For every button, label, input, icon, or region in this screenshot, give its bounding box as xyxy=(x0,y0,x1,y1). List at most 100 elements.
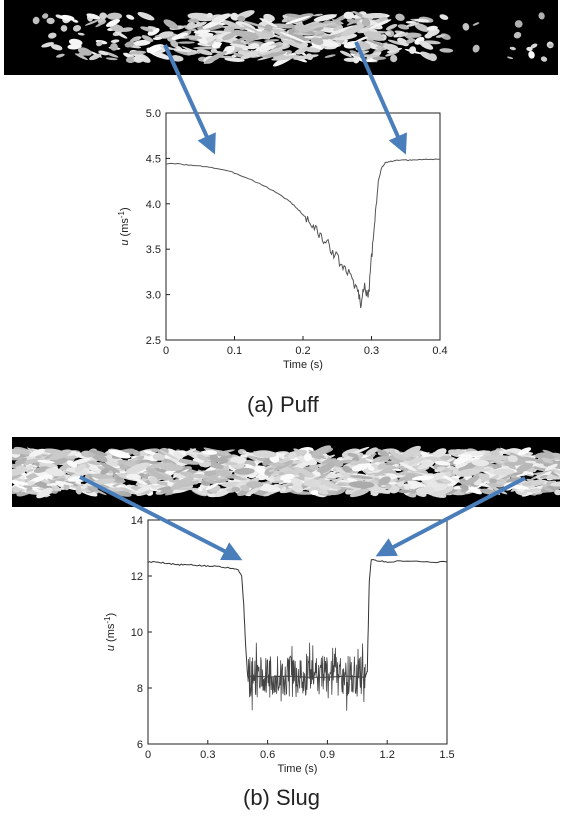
velocity-series-line xyxy=(147,558,448,680)
flow-streak xyxy=(317,478,341,490)
flow-streak xyxy=(41,42,55,48)
flow-streak xyxy=(498,450,507,455)
flow-streak xyxy=(467,457,481,461)
y-tick-label: 4.5 xyxy=(146,153,161,165)
flow-streak xyxy=(230,456,246,464)
flow-streak xyxy=(125,56,137,64)
flow-streak xyxy=(245,486,261,496)
flow-streak xyxy=(234,467,255,475)
flow-streak xyxy=(152,453,165,461)
flow-streak xyxy=(47,478,55,483)
flow-streak xyxy=(507,455,518,463)
flow-streak xyxy=(241,24,261,34)
flow-streak xyxy=(544,463,558,471)
flow-streak xyxy=(362,12,387,19)
flow-streak xyxy=(544,469,559,477)
flow-streak xyxy=(436,466,446,471)
flow-streak xyxy=(279,31,307,43)
flow-streak xyxy=(514,20,523,28)
flow-streak xyxy=(60,25,68,32)
y-tick-label: 4.0 xyxy=(146,199,161,211)
flow-streak xyxy=(45,468,65,477)
flow-streak xyxy=(100,467,110,475)
flow-streak xyxy=(56,53,65,58)
flow-streak xyxy=(313,471,321,477)
flow-streak xyxy=(95,20,107,28)
flow-streak xyxy=(472,44,480,53)
flow-streak xyxy=(222,32,236,41)
flow-streak xyxy=(183,35,203,40)
flow-streak xyxy=(332,25,343,32)
flow-streak xyxy=(315,461,336,475)
flow-streak xyxy=(408,46,417,54)
flow-streak xyxy=(439,48,454,53)
flow-streak xyxy=(491,459,510,467)
flow-streak xyxy=(259,18,278,28)
flow-streak xyxy=(540,56,548,62)
flow-streak xyxy=(448,452,462,455)
flow-streak xyxy=(29,448,46,457)
flow-streak xyxy=(542,486,553,492)
flow-streak xyxy=(472,22,480,26)
flow-streak xyxy=(225,462,238,466)
flow-streak xyxy=(14,457,28,465)
flow-streak xyxy=(393,31,405,38)
flow-streak xyxy=(126,14,135,20)
flow-streak xyxy=(342,465,351,472)
y-tick-label: 14 xyxy=(131,515,143,527)
flow-streak xyxy=(550,481,560,487)
slug-velocity-chart: 0 0.3 0.6 0.9 1.2 1.5 6 8 10 12 14 Time (s) u (ms-1) xyxy=(100,508,462,776)
flow-streak xyxy=(303,479,322,488)
flow-streak xyxy=(110,43,118,51)
flow-streak xyxy=(385,24,398,31)
flow-streak xyxy=(435,34,446,38)
flow-streak xyxy=(222,454,233,459)
flow-streak xyxy=(230,29,258,38)
flow-streak xyxy=(237,15,246,22)
y-tick-label: 3.5 xyxy=(146,244,161,256)
flow-streak xyxy=(397,24,410,30)
flow-streak xyxy=(371,472,387,476)
flow-streak xyxy=(246,481,264,488)
flow-streak xyxy=(525,460,537,464)
flow-streak xyxy=(152,36,163,41)
velocity-series-line xyxy=(165,158,440,309)
flow-streak xyxy=(128,50,147,55)
flow-streak xyxy=(288,452,297,460)
flow-streak xyxy=(211,13,231,23)
flow-streak xyxy=(89,53,102,61)
flow-streak xyxy=(292,484,304,493)
flow-streak xyxy=(547,467,560,476)
flow-streak xyxy=(310,37,324,45)
flow-streak xyxy=(405,38,415,44)
flow-streak xyxy=(271,55,300,61)
flow-streak xyxy=(526,46,533,52)
flow-streak xyxy=(126,462,150,475)
flow-streak xyxy=(49,449,72,461)
flow-streak xyxy=(302,47,321,53)
x-tick-label: 0.3 xyxy=(200,749,215,761)
flow-streak xyxy=(535,452,557,460)
y-tick-label: 6 xyxy=(137,739,143,751)
flow-streak xyxy=(12,461,27,468)
x-axis-label: Time (s) xyxy=(278,763,318,775)
flow-streak xyxy=(509,46,516,51)
flow-streak xyxy=(12,448,32,455)
flow-streak xyxy=(163,19,179,30)
flow-streak xyxy=(196,454,208,461)
flow-streak xyxy=(349,460,360,466)
flow-streak xyxy=(211,449,232,456)
flow-streak xyxy=(71,19,79,23)
flow-streak xyxy=(324,46,337,50)
flow-streak xyxy=(15,478,26,482)
flow-streak xyxy=(292,32,313,36)
flow-streak xyxy=(105,19,121,27)
flow-streak xyxy=(289,466,314,478)
flow-streak xyxy=(507,56,514,60)
y-tick-label: 2.5 xyxy=(146,335,161,347)
flow-streak xyxy=(414,18,430,23)
flow-streak xyxy=(171,32,188,40)
flow-streak xyxy=(255,31,271,40)
flow-streak xyxy=(229,43,254,50)
flow-streak xyxy=(324,54,336,58)
